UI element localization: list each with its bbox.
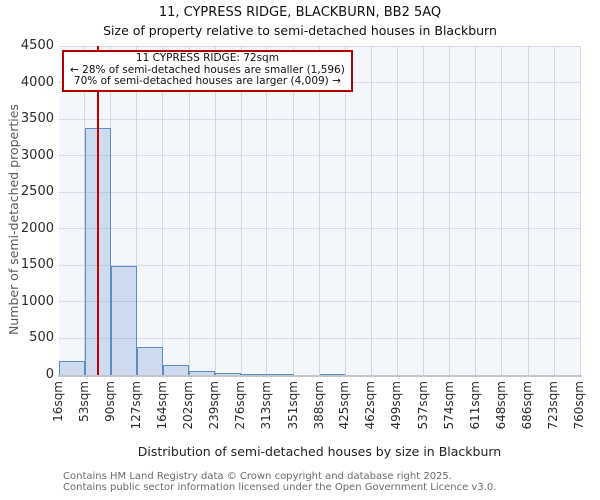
x-gridline <box>423 46 425 375</box>
x-gridline <box>110 46 112 375</box>
y-tick-label: 4000 <box>20 74 54 90</box>
y-tick-label: 3000 <box>20 147 54 163</box>
x-tick-label: 239sqm <box>207 381 222 430</box>
x-tick-label: 760sqm <box>572 381 586 430</box>
chart-title: 11, CYPRESS RIDGE, BLACKBURN, BB2 5AQ <box>158 5 442 20</box>
histogram-bar <box>136 347 163 375</box>
x-tick-label: 648sqm <box>493 381 508 430</box>
x-tick-label: 574sqm <box>441 381 456 430</box>
x-gridline <box>293 46 295 375</box>
x-gridline <box>188 46 190 375</box>
footer-line1: Contains HM Land Registry data © Crown c… <box>63 471 452 482</box>
x-tick-label: 351sqm <box>285 381 300 430</box>
x-gridline <box>136 46 138 375</box>
property-size-marker-line <box>97 46 100 375</box>
x-gridline <box>240 46 242 375</box>
y-tick-label: 4500 <box>20 38 54 53</box>
x-gridline <box>344 46 346 375</box>
y-tick-label: 1500 <box>20 257 54 273</box>
x-tick-label: 90sqm <box>102 381 117 422</box>
footer-attribution: Contains HM Land Registry data © Crown c… <box>63 471 497 493</box>
x-tick-label: 723sqm <box>546 381 561 430</box>
annotation-line1: 11 CYPRESS RIDGE: 72sqm <box>135 52 279 64</box>
x-gridline <box>527 46 529 375</box>
x-gridline <box>501 46 503 375</box>
x-tick-label: 16sqm <box>51 381 65 422</box>
x-gridline <box>579 46 581 375</box>
x-tick-label: 686sqm <box>520 381 535 430</box>
x-tick-label: 313sqm <box>258 381 273 430</box>
annotation-line3: 70% of semi-detached houses are larger (… <box>73 75 341 87</box>
x-tick-label: 127sqm <box>128 381 143 430</box>
histogram-bar <box>59 361 85 375</box>
x-tick-label: 164sqm <box>154 381 169 430</box>
y-tick-label: 3500 <box>20 111 54 127</box>
footer-line2: Contains public sector information licen… <box>63 481 497 493</box>
x-gridline <box>319 46 320 375</box>
x-axis-line <box>58 375 582 377</box>
y-tick-label: 2000 <box>20 220 54 236</box>
histogram-bar <box>189 370 216 375</box>
annotation-line2: ← 28% of semi-detached houses are smalle… <box>70 63 345 76</box>
x-tick-label: 388sqm <box>311 381 326 430</box>
histogram-bar <box>319 373 346 375</box>
plot-area <box>59 45 581 375</box>
x-tick-label: 53sqm <box>76 381 91 422</box>
y-tick-label: 2500 <box>20 184 54 200</box>
x-tick-label: 611sqm <box>467 381 482 430</box>
histogram-bar <box>162 364 190 375</box>
x-tick-label: 537sqm <box>415 381 430 430</box>
x-tick-label: 276sqm <box>233 381 248 430</box>
y-tick-label: 0 <box>45 367 54 382</box>
histogram-bar <box>266 373 294 375</box>
x-axis-label: Distribution of semi-detached houses by … <box>137 444 502 459</box>
x-tick-label: 499sqm <box>389 381 404 430</box>
histogram-bar <box>215 373 242 375</box>
x-tick-label: 462sqm <box>363 381 378 430</box>
histogram-bar <box>110 266 137 375</box>
annotation-box: 11 CYPRESS RIDGE: 72sqm ← 28% of semi-de… <box>62 50 353 92</box>
x-tick-label: 202sqm <box>181 381 196 430</box>
x-gridline <box>370 46 372 375</box>
x-gridline <box>449 46 451 375</box>
x-gridline <box>475 46 477 375</box>
x-tick-label: 425sqm <box>337 381 352 430</box>
x-gridline <box>162 46 164 375</box>
y-tick-label: 1000 <box>20 293 54 309</box>
x-gridline <box>266 46 268 375</box>
chart-subtitle: Size of property relative to semi-detach… <box>103 23 497 38</box>
x-gridline <box>553 46 555 375</box>
x-gridline <box>396 46 398 375</box>
histogram-bar <box>241 373 267 375</box>
y-tick-label: 500 <box>29 330 54 346</box>
x-gridline <box>214 46 216 375</box>
